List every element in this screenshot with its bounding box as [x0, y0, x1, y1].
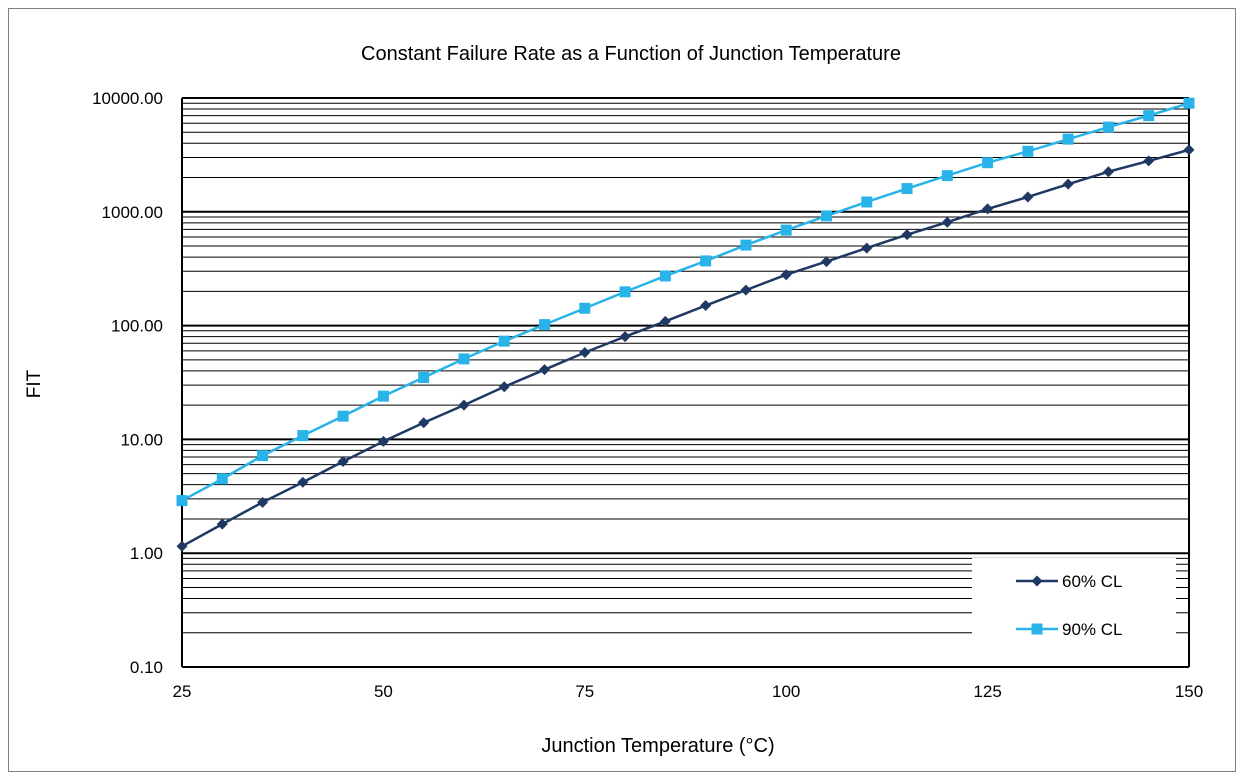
axes	[181, 98, 1190, 668]
data-point	[619, 286, 631, 298]
legend-box	[972, 558, 1176, 664]
data-point	[539, 364, 551, 376]
data-point	[1183, 97, 1195, 109]
data-point	[337, 410, 349, 422]
y-tick-label: 10000.00	[92, 89, 163, 108]
data-point	[861, 196, 873, 208]
legend: 60% CL 90% CL	[972, 558, 1176, 664]
x-axis-label: Junction Temperature (°C)	[541, 735, 774, 757]
data-point	[1102, 166, 1114, 178]
data-point	[820, 256, 832, 268]
y-tick-label: 100.00	[111, 317, 163, 336]
data-point	[216, 518, 228, 530]
data-point	[297, 430, 309, 442]
data-point	[659, 315, 671, 327]
y-tick-label: 1.00	[130, 544, 163, 563]
data-point	[619, 331, 631, 343]
x-tick-label: 125	[973, 682, 1001, 701]
series-line	[181, 148, 1190, 548]
y-tick-label: 1000.00	[102, 203, 163, 222]
data-point	[579, 302, 591, 314]
data-point	[780, 269, 792, 281]
data-point	[377, 390, 389, 402]
data-point	[257, 496, 269, 508]
tick-labels: 25 50 75 100 125 150 0.10 1.00 10.00 100.00 1000.0…	[92, 89, 1203, 701]
x-tick-label: 75	[575, 682, 594, 701]
data-point	[740, 284, 752, 296]
data-point	[901, 229, 913, 241]
data-point	[740, 239, 752, 251]
data-point	[1183, 144, 1195, 156]
data-point	[1143, 110, 1155, 122]
data-point	[659, 270, 671, 282]
data-point	[1022, 191, 1034, 203]
legend-marker	[1031, 575, 1043, 587]
data-point	[257, 450, 269, 462]
y-tick-label: 10.00	[120, 430, 163, 449]
y-tick-label: 0.10	[130, 658, 163, 677]
data-point	[377, 435, 389, 447]
data-point	[1062, 133, 1074, 145]
data-point	[337, 455, 349, 467]
data-point	[901, 183, 913, 195]
legend-label: 60% CL	[1062, 572, 1122, 591]
x-tick-label: 150	[1175, 682, 1203, 701]
data-point	[700, 255, 712, 267]
data-point	[861, 242, 873, 254]
legend-marker	[1031, 623, 1043, 635]
legend-label: 90% CL	[1062, 620, 1122, 639]
series-layer	[176, 97, 1195, 552]
data-point	[498, 381, 510, 393]
data-point	[1143, 155, 1155, 167]
data-point	[498, 335, 510, 347]
data-point	[297, 476, 309, 488]
data-point	[458, 399, 470, 411]
data-point	[982, 203, 994, 215]
data-point	[539, 319, 551, 331]
chart-title: Constant Failure Rate as a Function of J…	[361, 43, 901, 65]
data-point	[458, 353, 470, 365]
y-axis-label: FIT	[24, 369, 45, 398]
series-line	[181, 102, 1190, 502]
data-point	[1022, 145, 1034, 157]
data-point	[700, 300, 712, 312]
data-point	[579, 347, 591, 359]
data-point	[780, 224, 792, 236]
x-tick-label: 100	[772, 682, 800, 701]
data-point	[176, 495, 188, 507]
data-point	[176, 540, 188, 552]
x-tick-label: 25	[173, 682, 192, 701]
data-point	[982, 157, 994, 169]
data-point	[941, 170, 953, 182]
data-point	[941, 216, 953, 228]
data-point	[418, 417, 430, 429]
data-point	[820, 210, 832, 222]
series-2	[176, 97, 1195, 507]
x-tick-label: 50	[374, 682, 393, 701]
data-point	[418, 371, 430, 383]
data-point	[1062, 178, 1074, 190]
data-point	[216, 473, 228, 485]
data-point	[1102, 121, 1114, 133]
series-1	[176, 144, 1195, 552]
